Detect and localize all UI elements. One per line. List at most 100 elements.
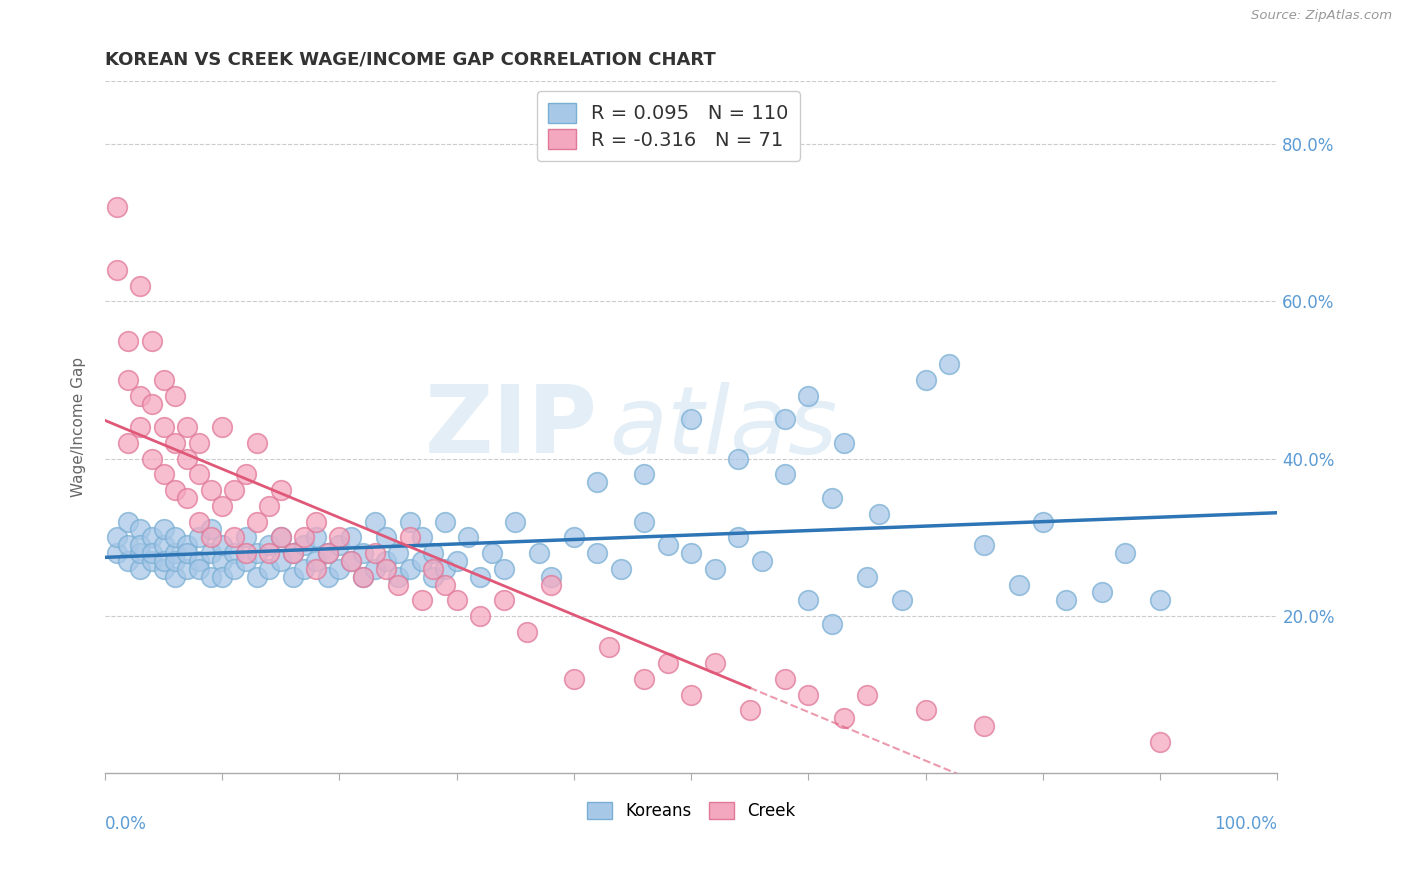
Point	[176, 538, 198, 552]
Point	[129, 389, 152, 403]
Point	[165, 569, 187, 583]
Point	[117, 373, 139, 387]
Point	[105, 530, 128, 544]
Point	[657, 538, 679, 552]
Point	[586, 475, 609, 490]
Point	[281, 569, 304, 583]
Point	[411, 554, 433, 568]
Point	[387, 577, 409, 591]
Point	[129, 523, 152, 537]
Point	[1032, 515, 1054, 529]
Point	[797, 593, 820, 607]
Point	[411, 530, 433, 544]
Point	[516, 624, 538, 639]
Point	[200, 523, 222, 537]
Point	[200, 530, 222, 544]
Point	[1114, 546, 1136, 560]
Point	[352, 569, 374, 583]
Text: atlas: atlas	[609, 382, 838, 473]
Point	[773, 412, 796, 426]
Point	[422, 569, 444, 583]
Point	[292, 530, 315, 544]
Point	[165, 530, 187, 544]
Point	[422, 546, 444, 560]
Point	[868, 507, 890, 521]
Point	[235, 467, 257, 482]
Point	[387, 569, 409, 583]
Point	[681, 546, 703, 560]
Point	[152, 467, 174, 482]
Point	[751, 554, 773, 568]
Point	[375, 530, 398, 544]
Point	[235, 554, 257, 568]
Point	[200, 483, 222, 498]
Point	[305, 562, 328, 576]
Point	[340, 530, 363, 544]
Point	[505, 515, 527, 529]
Text: 0.0%: 0.0%	[105, 814, 146, 833]
Point	[681, 412, 703, 426]
Point	[633, 515, 655, 529]
Point	[105, 546, 128, 560]
Point	[797, 688, 820, 702]
Point	[187, 467, 209, 482]
Point	[176, 451, 198, 466]
Point	[246, 436, 269, 450]
Point	[129, 546, 152, 560]
Point	[1054, 593, 1077, 607]
Point	[222, 530, 245, 544]
Point	[1149, 593, 1171, 607]
Point	[129, 538, 152, 552]
Text: Source: ZipAtlas.com: Source: ZipAtlas.com	[1251, 9, 1392, 22]
Point	[281, 546, 304, 560]
Point	[141, 451, 163, 466]
Point	[129, 278, 152, 293]
Point	[305, 530, 328, 544]
Point	[211, 538, 233, 552]
Point	[281, 546, 304, 560]
Point	[211, 499, 233, 513]
Point	[257, 562, 280, 576]
Point	[387, 546, 409, 560]
Point	[891, 593, 914, 607]
Point	[257, 546, 280, 560]
Point	[562, 530, 585, 544]
Text: KOREAN VS CREEK WAGE/INCOME GAP CORRELATION CHART: KOREAN VS CREEK WAGE/INCOME GAP CORRELAT…	[105, 51, 716, 69]
Point	[292, 538, 315, 552]
Point	[657, 656, 679, 670]
Point	[152, 420, 174, 434]
Point	[117, 334, 139, 348]
Point	[200, 546, 222, 560]
Point	[187, 515, 209, 529]
Point	[973, 538, 995, 552]
Point	[398, 530, 420, 544]
Point	[703, 656, 725, 670]
Point	[117, 554, 139, 568]
Point	[914, 373, 936, 387]
Point	[973, 719, 995, 733]
Point	[257, 499, 280, 513]
Point	[270, 530, 292, 544]
Point	[246, 546, 269, 560]
Point	[821, 491, 844, 505]
Point	[363, 515, 385, 529]
Point	[316, 569, 339, 583]
Point	[176, 491, 198, 505]
Point	[492, 562, 515, 576]
Point	[222, 562, 245, 576]
Point	[492, 593, 515, 607]
Point	[598, 640, 620, 655]
Point	[446, 554, 468, 568]
Point	[152, 523, 174, 537]
Point	[738, 703, 761, 717]
Point	[152, 373, 174, 387]
Y-axis label: Wage/Income Gap: Wage/Income Gap	[72, 357, 86, 498]
Point	[165, 554, 187, 568]
Point	[398, 562, 420, 576]
Point	[411, 593, 433, 607]
Point	[540, 577, 562, 591]
Point	[246, 515, 269, 529]
Point	[446, 593, 468, 607]
Point	[856, 569, 879, 583]
Point	[633, 467, 655, 482]
